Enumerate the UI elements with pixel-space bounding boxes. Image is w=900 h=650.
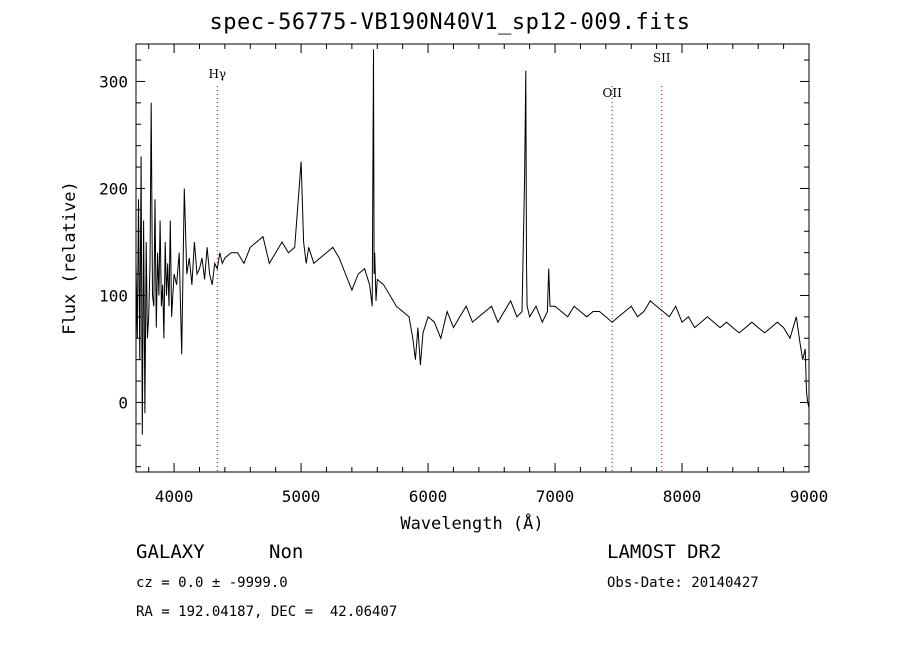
survey-name: LAMOST DR2 xyxy=(607,541,722,563)
x-tick-label: 7000 xyxy=(536,487,575,506)
spectrum-series-line xyxy=(135,49,810,435)
coordinates: RA = 192.04187, DEC = 42.06407 xyxy=(136,604,398,620)
ticks-layer: 4000 5000 6000 7000 8000 9000 0 100 200 300 xyxy=(99,44,828,506)
x-tick-label: 9000 xyxy=(790,487,829,506)
obs-date: Obs-Date: 20140427 xyxy=(607,575,759,591)
object-subclass: Non xyxy=(269,541,304,563)
x-axis-label: Wavelength (Å) xyxy=(400,512,543,534)
x-tick-label: 6000 xyxy=(409,487,448,506)
series-layer xyxy=(135,49,810,435)
annotations-layer: Hγ OII SII xyxy=(208,51,671,472)
emission-line-label: OII xyxy=(603,86,623,100)
x-tick-label: 4000 xyxy=(155,487,194,506)
chart-title: spec-56775-VB190N40V1_sp12-009.fits xyxy=(209,10,691,35)
y-axis-label: Flux (relative) xyxy=(60,181,80,335)
y-tick-label: 100 xyxy=(99,286,128,305)
emission-line-label: Hγ xyxy=(208,67,226,81)
y-tick-label: 300 xyxy=(99,72,128,91)
object-class: GALAXY xyxy=(136,541,205,563)
x-tick-label: 8000 xyxy=(663,487,702,506)
cz-value: cz = 0.0 ± -9999.0 xyxy=(136,575,288,591)
emission-line-label: SII xyxy=(653,51,671,65)
y-tick-label: 0 xyxy=(118,393,128,412)
plot-frame xyxy=(135,43,810,473)
y-tick-label: 200 xyxy=(99,179,128,198)
x-tick-label: 5000 xyxy=(282,487,321,506)
